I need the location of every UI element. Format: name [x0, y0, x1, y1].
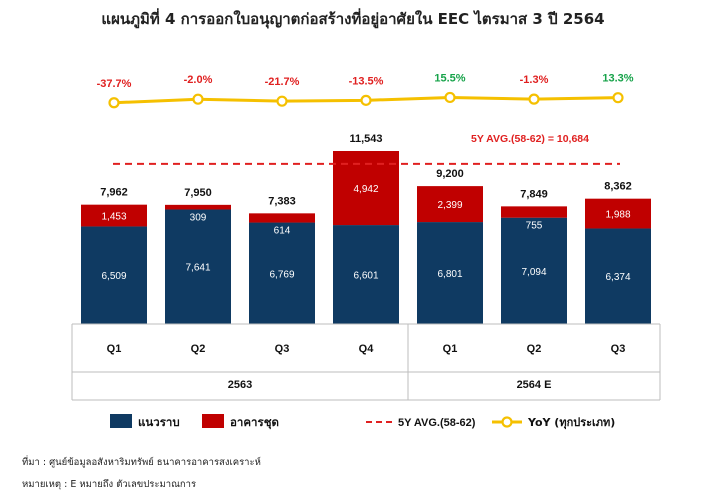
tick-label-4: Q1: [443, 343, 458, 355]
bar-3-total-label: 11,543: [349, 133, 382, 145]
bar-1-segment-0: [165, 209, 231, 324]
bar-2-segment-1: [249, 213, 315, 223]
yoy-label-6: 13.3%: [602, 73, 633, 85]
yoy-point-4: [444, 91, 456, 104]
yoy-label-4: 15.5%: [434, 72, 465, 84]
bar-4-segment-1-label: 2,399: [437, 200, 462, 211]
bar-5-segment-1: [501, 206, 567, 218]
yoy-label-2: -21.7%: [265, 76, 300, 88]
bar-2-segment-0-label: 6,769: [269, 269, 294, 280]
yoy-label-5: -1.3%: [520, 74, 549, 86]
bar-6-total-label: 8,362: [604, 181, 632, 193]
bar-6-segment-0-label: 6,374: [605, 272, 630, 283]
bar-6-segment-1: [585, 198, 651, 229]
legend-avg-label: 5Y AVG.(58-62): [398, 417, 476, 429]
tick-label-1: Q2: [191, 343, 206, 355]
chart-title: แผนภูมิที่ 4 การออกใบอนุญาตก่อสร้างที่อย…: [101, 8, 604, 29]
bar-1-total-label: 7,950: [184, 187, 212, 199]
legend-label-1: อาคารชุด: [230, 415, 279, 430]
bar-0-total-label: 7,962: [100, 187, 128, 199]
bar-0-segment-1: [81, 204, 147, 227]
legend-label-0: แนวราบ: [138, 415, 180, 429]
yoy-point-5: [528, 93, 540, 105]
bar-4-segment-0-label: 6,801: [437, 269, 462, 280]
bar-0-segment-0-label: 6,509: [101, 271, 126, 282]
bar-5-total-label: 7,849: [520, 188, 548, 200]
bar-5-segment-0-label: 7,094: [521, 267, 546, 278]
yoy-label-3: -13.5%: [349, 75, 384, 87]
remark-note: หมายเหตุ : E หมายถึง ตัวเลขประมาณการ: [22, 479, 197, 490]
group-label-1: 2564 E: [517, 379, 552, 391]
legend-swatch-1: [202, 414, 224, 428]
legend-yoy-label: YoY (ทุกประเภท): [527, 416, 615, 430]
bar-4-segment-1: [417, 186, 483, 223]
bar-4-total-label: 9,200: [436, 168, 464, 180]
tick-label-6: Q3: [611, 343, 626, 355]
bar-3-segment-0-label: 6,601: [353, 271, 378, 282]
avg-layer: 5Y AVG.(58-62) = 10,684: [113, 133, 620, 165]
bar-2-total-label: 7,383: [268, 195, 296, 207]
bar-1-segment-0-label: 7,641: [185, 263, 210, 274]
bar-6-segment-1-label: 1,988: [605, 210, 630, 221]
bar-2-segment-1-label: 614: [274, 226, 291, 237]
tick-label-3: Q4: [359, 343, 375, 355]
legend-swatch-0: [110, 414, 132, 428]
legend-yoy-marker: [501, 416, 513, 428]
bar-5-segment-0: [501, 217, 567, 324]
avg-label: 5Y AVG.(58-62) = 10,684: [471, 133, 589, 145]
bar-0-segment-0: [81, 226, 147, 324]
legend: แนวราบ อาคารชุด 5Y AVG.(58-62) YoY (ทุกประเ…: [110, 414, 615, 430]
tick-label-5: Q2: [527, 343, 542, 355]
yoy-point-0: [108, 97, 120, 109]
tick-label-2: Q3: [275, 343, 290, 355]
yoy-point-1: [192, 93, 204, 105]
yoy-point-3: [360, 94, 372, 106]
bar-0-segment-1-label: 1,453: [101, 212, 126, 223]
bar-5-segment-1-label: 755: [526, 221, 543, 232]
bar-3-segment-1-label: 4,942: [353, 184, 378, 195]
bars-layer: 6,509 1,453 7,962 7,641 309 7,950 6,769 614 7,38…: [81, 133, 651, 324]
bar-3-segment-0: [333, 225, 399, 324]
yoy-layer: -37.7% -2.0% -21.7% -13.5% 15.5% -1.3% 13.3%: [97, 72, 634, 109]
bar-4-segment-0: [417, 222, 483, 324]
bar-1-segment-1-label: 309: [190, 212, 207, 223]
tick-label-0: Q1: [107, 343, 122, 355]
category-table: 2563 2564 E Q1 Q2 Q3 Q4 Q1 Q2 Q3: [71, 323, 661, 401]
yoy-label-1: -2.0%: [184, 74, 213, 86]
yoy-point-2: [276, 95, 288, 107]
yoy-point-6: [612, 92, 624, 104]
group-label-0: 2563: [228, 379, 252, 391]
yoy-label-0: -37.7%: [97, 78, 132, 90]
bar-2-segment-0: [249, 222, 315, 324]
bar-6-segment-0: [585, 228, 651, 324]
bar-1-segment-1: [165, 204, 231, 210]
source-note: ที่มา : ศูนย์ข้อมูลอสังหาริมทรัพย์ ธนาคา…: [22, 457, 261, 468]
